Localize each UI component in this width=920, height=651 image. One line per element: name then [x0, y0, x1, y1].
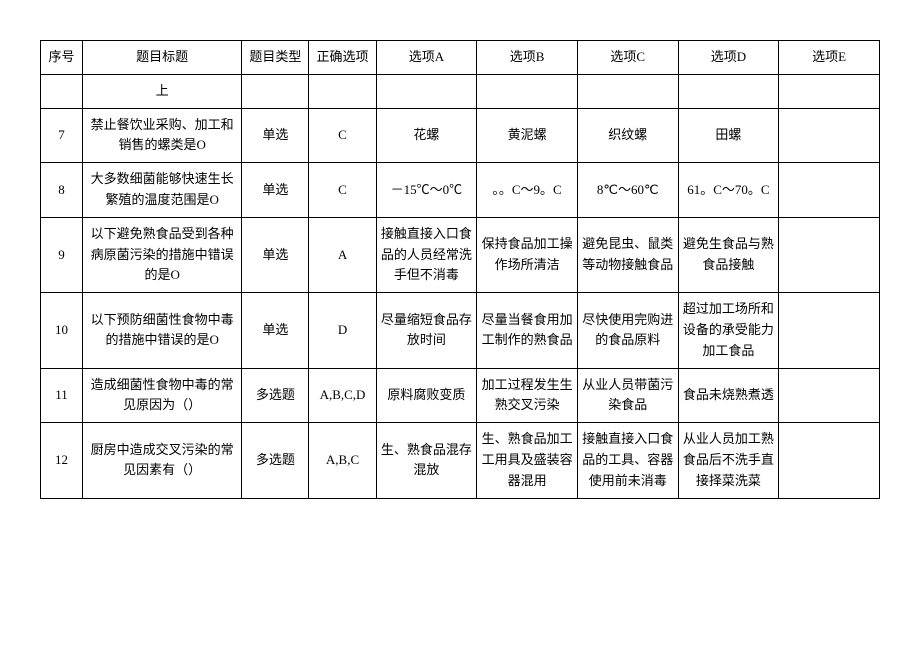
- cell-D: 田螺: [678, 108, 779, 163]
- cell-answer: C: [309, 163, 376, 218]
- table-row: 8大多数细菌能够快速生长繁殖的温度范围是O单选C－15℃～0℃。。C～9。C8℃…: [41, 163, 880, 218]
- cell-type: 单选: [242, 108, 309, 163]
- header-optB: 选项B: [477, 41, 578, 75]
- header-optD: 选项D: [678, 41, 779, 75]
- header-optC: 选项C: [577, 41, 678, 75]
- header-type: 题目类型: [242, 41, 309, 75]
- cell-D: 超过加工场所和设备的承受能力加工食品: [678, 293, 779, 368]
- cell-type: 单选: [242, 293, 309, 368]
- header-answer: 正确选项: [309, 41, 376, 75]
- cell-B: 。。C～9。C: [477, 163, 578, 218]
- cell-answer: D: [309, 293, 376, 368]
- cell-seq: 7: [41, 108, 83, 163]
- cell-C: [577, 74, 678, 108]
- cell-A: 花螺: [376, 108, 477, 163]
- cell-A: 接触直接入口食品的人员经常洗手但不消毒: [376, 217, 477, 292]
- cell-title: 厨房中造成交叉污染的常见因素有（）: [82, 423, 241, 498]
- table-row: 上: [41, 74, 880, 108]
- cell-E: [779, 423, 880, 498]
- cell-type: 单选: [242, 217, 309, 292]
- cell-answer: [309, 74, 376, 108]
- table-row: 11造成细菌性食物中毒的常见原因为（）多选题A,B,C,D原料腐败变质加工过程发…: [41, 368, 880, 423]
- cell-D: 避免生食品与熟食品接触: [678, 217, 779, 292]
- question-table: 序号 题目标题 题目类型 正确选项 选项A 选项B 选项C 选项D 选项E 上7…: [40, 40, 880, 499]
- cell-C: 织纹螺: [577, 108, 678, 163]
- cell-seq: 10: [41, 293, 83, 368]
- cell-C: 避免昆虫、鼠类等动物接触食品: [577, 217, 678, 292]
- cell-B: 生、熟食品加工工用具及盛装容器混用: [477, 423, 578, 498]
- table-row: 10以下预防细菌性食物中毒的措施中错误的是O单选D尽量缩短食品存放时间尽量当餐食…: [41, 293, 880, 368]
- cell-A: －15℃～0℃: [376, 163, 477, 218]
- header-optA: 选项A: [376, 41, 477, 75]
- header-seq: 序号: [41, 41, 83, 75]
- cell-B: 保持食品加工操作场所清洁: [477, 217, 578, 292]
- cell-seq: 11: [41, 368, 83, 423]
- cell-B: [477, 74, 578, 108]
- cell-B: 尽量当餐食用加工制作的熟食品: [477, 293, 578, 368]
- cell-E: [779, 108, 880, 163]
- cell-A: [376, 74, 477, 108]
- cell-seq: 12: [41, 423, 83, 498]
- header-title: 题目标题: [82, 41, 241, 75]
- cell-D: 从业人员加工熟食品后不洗手直接择菜洗菜: [678, 423, 779, 498]
- cell-title: 造成细菌性食物中毒的常见原因为（）: [82, 368, 241, 423]
- cell-title: 大多数细菌能够快速生长繁殖的温度范围是O: [82, 163, 241, 218]
- cell-title: 以下避免熟食品受到各种病原菌污染的措施中错误的是O: [82, 217, 241, 292]
- table-header-row: 序号 题目标题 题目类型 正确选项 选项A 选项B 选项C 选项D 选项E: [41, 41, 880, 75]
- cell-B: 黄泥螺: [477, 108, 578, 163]
- cell-C: 从业人员带菌污染食品: [577, 368, 678, 423]
- cell-answer: A,B,C: [309, 423, 376, 498]
- table-row: 12厨房中造成交叉污染的常见因素有（）多选题A,B,C生、熟食品混存混放生、熟食…: [41, 423, 880, 498]
- cell-type: 多选题: [242, 423, 309, 498]
- cell-seq: 8: [41, 163, 83, 218]
- cell-type: 多选题: [242, 368, 309, 423]
- cell-C: 8℃～60℃: [577, 163, 678, 218]
- cell-answer: A: [309, 217, 376, 292]
- cell-D: 食品未烧熟煮透: [678, 368, 779, 423]
- cell-A: 生、熟食品混存混放: [376, 423, 477, 498]
- cell-title: 禁止餐饮业采购、加工和销售的螺类是O: [82, 108, 241, 163]
- cell-type: [242, 74, 309, 108]
- cell-answer: C: [309, 108, 376, 163]
- cell-seq: 9: [41, 217, 83, 292]
- cell-E: [779, 293, 880, 368]
- cell-C: 尽快使用完购进的食品原料: [577, 293, 678, 368]
- cell-B: 加工过程发生生熟交叉污染: [477, 368, 578, 423]
- cell-E: [779, 74, 880, 108]
- header-optE: 选项E: [779, 41, 880, 75]
- cell-D: 61。C～70。C: [678, 163, 779, 218]
- cell-D: [678, 74, 779, 108]
- cell-seq: [41, 74, 83, 108]
- cell-C: 接触直接入口食品的工具、容器使用前未消毒: [577, 423, 678, 498]
- cell-E: [779, 163, 880, 218]
- cell-answer: A,B,C,D: [309, 368, 376, 423]
- cell-E: [779, 217, 880, 292]
- table-row: 9以下避免熟食品受到各种病原菌污染的措施中错误的是O单选A接触直接入口食品的人员…: [41, 217, 880, 292]
- cell-title: 上: [82, 74, 241, 108]
- cell-A: 原料腐败变质: [376, 368, 477, 423]
- cell-A: 尽量缩短食品存放时间: [376, 293, 477, 368]
- cell-title: 以下预防细菌性食物中毒的措施中错误的是O: [82, 293, 241, 368]
- table-row: 7禁止餐饮业采购、加工和销售的螺类是O单选C花螺黄泥螺织纹螺田螺: [41, 108, 880, 163]
- cell-type: 单选: [242, 163, 309, 218]
- cell-E: [779, 368, 880, 423]
